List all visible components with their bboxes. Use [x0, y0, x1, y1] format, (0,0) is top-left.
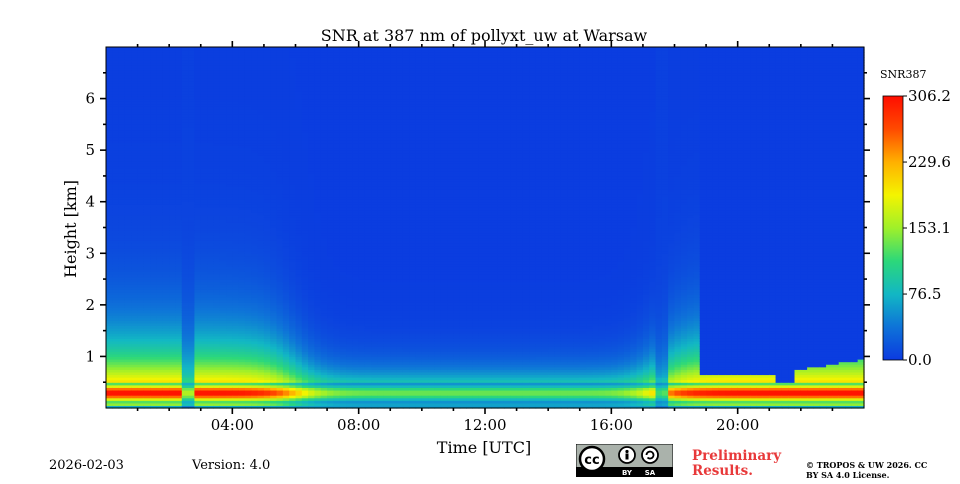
heatmap-cells [106, 47, 865, 409]
snr-heatmap-chart: SNR at 387 nm of pollyxt_uw at Warsaw 04… [0, 0, 960, 480]
chart-title: SNR at 387 nm of pollyxt_uw at Warsaw [321, 26, 648, 45]
chart-root: SNR at 387 nm of pollyxt_uw at Warsaw 04… [0, 0, 960, 480]
